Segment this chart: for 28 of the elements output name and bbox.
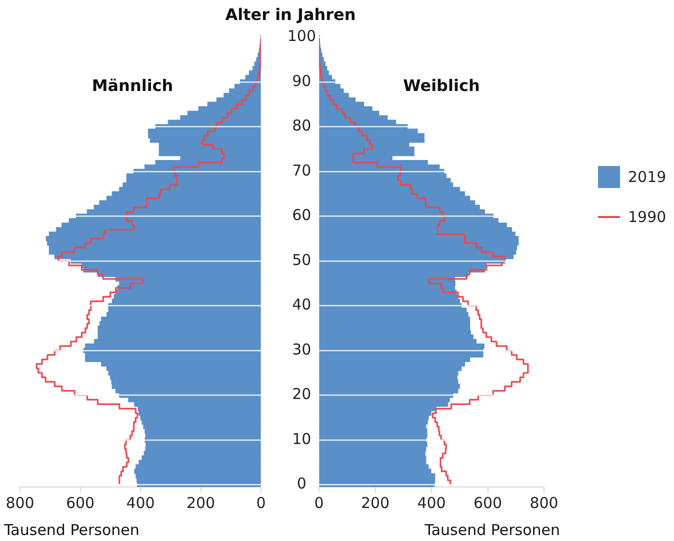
x-tick-label: 200 bbox=[186, 494, 216, 512]
legend-label: 2019 bbox=[628, 168, 666, 186]
text: Männlich bbox=[92, 76, 174, 96]
x-tick-label: 800 bbox=[530, 494, 558, 512]
y-tick-label: 30 bbox=[292, 340, 312, 358]
y-tick-label: 100 bbox=[287, 27, 316, 46]
y-tick-label: 0 bbox=[296, 474, 306, 493]
y-tick-label: 80 bbox=[292, 116, 312, 135]
x-axis-title: Tausend Personen bbox=[424, 521, 560, 539]
y-tick-label: 20 bbox=[292, 385, 312, 404]
x-tick-label: 600 bbox=[473, 494, 502, 512]
x-tick-label: 0 bbox=[256, 494, 266, 512]
y-axis-title: Alter in Jahren bbox=[225, 5, 356, 24]
y-tick-label: 90 bbox=[292, 72, 312, 90]
y-tick-label: 10 bbox=[292, 430, 312, 448]
y-tick-label: 70 bbox=[292, 161, 312, 180]
y-tick-label: 40 bbox=[292, 296, 312, 314]
legend-label: 1990 bbox=[628, 208, 666, 226]
x-tick-label: 400 bbox=[417, 494, 446, 512]
text: Weiblich bbox=[403, 76, 480, 96]
x-tick-label: 800 bbox=[6, 494, 34, 512]
x-tick-label: 400 bbox=[126, 494, 155, 512]
y-tick-label: 50 bbox=[292, 250, 312, 269]
x-tick-label: 0 bbox=[314, 494, 324, 512]
y-tick-label: 60 bbox=[292, 206, 312, 224]
x-tick-label: 200 bbox=[360, 494, 390, 512]
x-tick-label: 600 bbox=[66, 494, 95, 512]
x-axis-title: Tausend Personen bbox=[3, 521, 140, 539]
